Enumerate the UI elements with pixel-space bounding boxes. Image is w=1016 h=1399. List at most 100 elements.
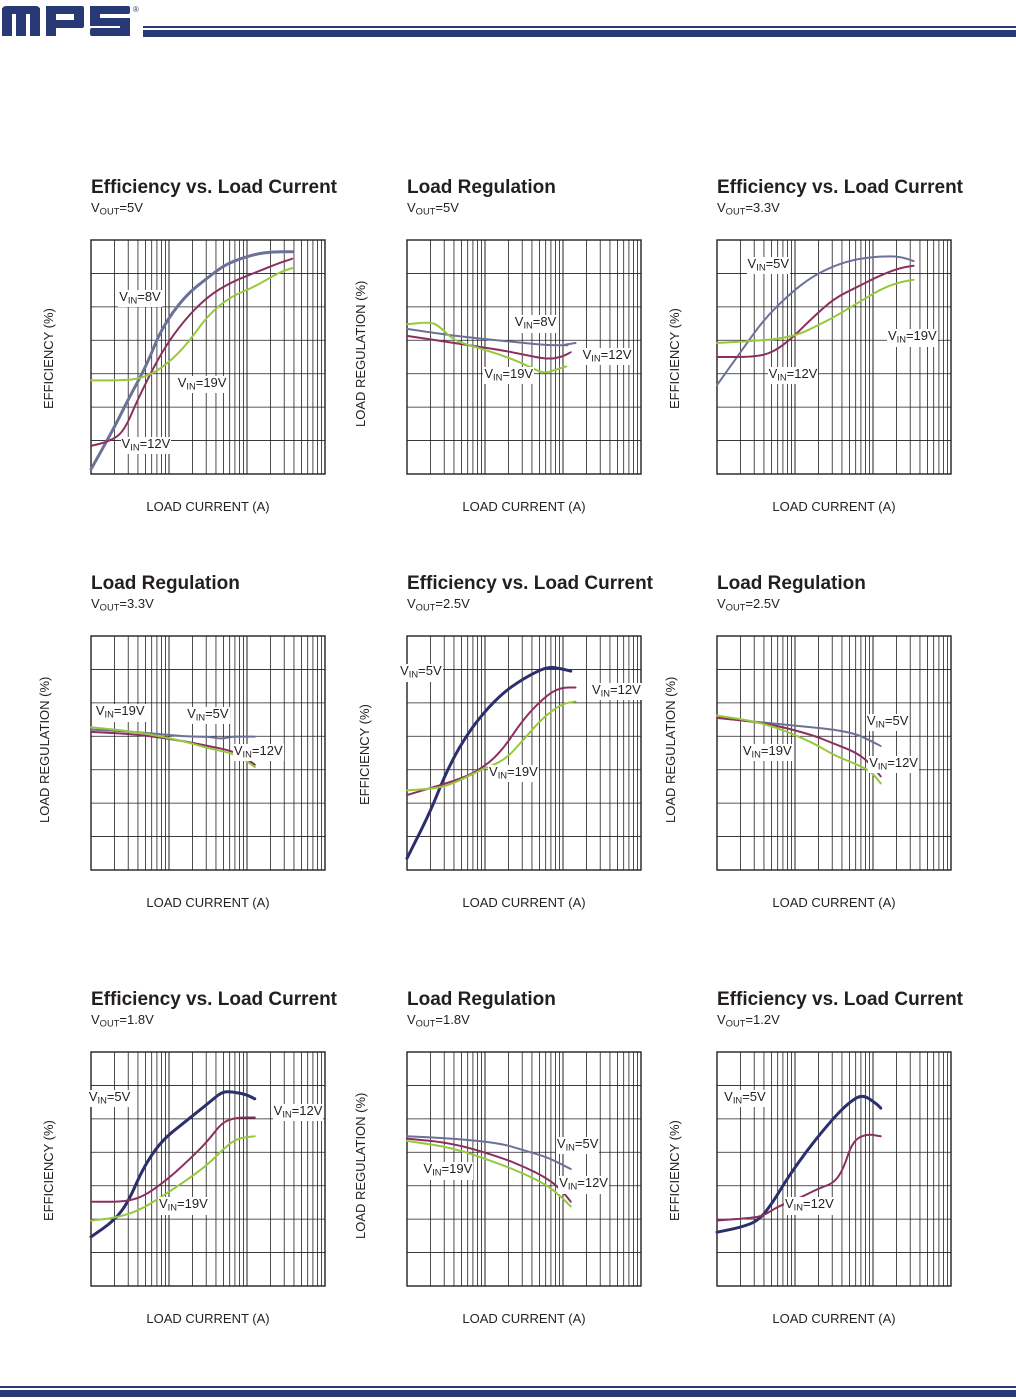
chart-panel-p5: Efficiency vs. Load Current VOUT=2.5V VIN=… — [357, 573, 727, 923]
x-axis-label: LOAD CURRENT (A) — [146, 1311, 270, 1326]
chart-panel-p6: Load Regulation VOUT=2.5V VIN=5V VIN=19V VIN… — [663, 573, 1016, 923]
curve-label: VIN=12V — [558, 1175, 609, 1194]
y-axis-label: LOAD REGULATION (%) — [353, 280, 368, 428]
plot-area — [716, 239, 952, 475]
curve-label: VIN=19V — [483, 365, 535, 385]
series-line-12V — [90, 257, 294, 447]
x-axis-label: LOAD CURRENT (A) — [462, 1311, 586, 1326]
curve-label: VIN=12V — [120, 435, 172, 455]
curve-label: VIN=19V — [176, 375, 228, 394]
x-axis-label: LOAD CURRENT (A) — [772, 1311, 896, 1326]
plot-frame — [90, 1051, 326, 1287]
chart-subtitle: VOUT=2.5V — [407, 596, 470, 613]
registered-mark: ® — [133, 5, 139, 14]
chart-panel-p9: Efficiency vs. Load Current VOUT=1.2V VIN=… — [667, 989, 1016, 1339]
series-line-12V — [406, 334, 572, 360]
chart-title: Efficiency vs. Load Current — [717, 989, 964, 1010]
chart-panel-p2: Load Regulation VOUT=5V VIN=8V VIN=12V VIN=1… — [353, 177, 727, 527]
chart-title: Efficiency vs. Load Current — [91, 989, 338, 1010]
chart-title: Load Regulation — [717, 573, 866, 594]
plot-frame — [406, 635, 642, 871]
curve-label: VIN=12V — [591, 682, 642, 701]
y-axis-label: LOAD REGULATION (%) — [663, 676, 678, 824]
curve-label: VIN=12V — [868, 754, 919, 774]
plot-area — [715, 1051, 952, 1287]
series-line-19V — [716, 278, 915, 344]
curve-label: VIN=12V — [232, 743, 284, 762]
chart-subtitle: VOUT=5V — [91, 200, 143, 217]
curve-label: VIN=12V — [767, 365, 819, 385]
plot-area — [90, 635, 326, 871]
y-axis-label: EFFICIENCY (%) — [357, 703, 372, 805]
y-axis-label: EFFICIENCY (%) — [41, 1119, 56, 1221]
y-axis-label: EFFICIENCY (%) — [667, 307, 682, 409]
chart-subtitle: VOUT=2.5V — [717, 596, 780, 613]
curve-label: VIN=5V — [87, 1088, 132, 1108]
x-axis-label: LOAD CURRENT (A) — [462, 499, 586, 514]
y-axis-label: EFFICIENCY (%) — [667, 1119, 682, 1221]
curve-label: VIN=8V — [513, 314, 558, 333]
x-axis-label: LOAD CURRENT (A) — [146, 499, 270, 514]
x-axis-label: LOAD CURRENT (A) — [772, 499, 896, 514]
y-axis-label: EFFICIENCY (%) — [41, 307, 56, 409]
curve-label: VIN=5V — [555, 1135, 600, 1154]
footer-rule — [0, 1390, 1016, 1397]
chart-subtitle: VOUT=1.8V — [407, 1012, 470, 1029]
plot-frame — [716, 635, 952, 871]
chart-panel-p8: Load Regulation VOUT=1.8V VIN=5V VIN=19V VIN… — [353, 989, 727, 1339]
plot-area — [89, 239, 326, 475]
plot-frame — [716, 1051, 952, 1287]
series-line-19V — [406, 321, 568, 374]
plot-frame — [406, 239, 642, 475]
chart-title: Load Regulation — [407, 989, 556, 1010]
curve-label: VIN=5V — [746, 255, 791, 275]
series-line-19V — [90, 726, 256, 768]
plot-area — [405, 635, 642, 871]
series-line-19V — [90, 267, 294, 382]
curve-label: VIN=12V — [272, 1102, 324, 1122]
y-axis-label: LOAD REGULATION (%) — [37, 676, 52, 824]
series-line-8V — [406, 327, 577, 347]
plot-area — [716, 635, 952, 871]
chart-title: Efficiency vs. Load Current — [717, 177, 964, 198]
curve-label: VIN=5V — [723, 1088, 767, 1108]
chart-subtitle: VOUT=3.3V — [717, 200, 780, 217]
plot-frame — [90, 635, 326, 871]
plot-frame — [90, 239, 326, 475]
curve-label: VIN=5V — [186, 705, 230, 724]
series-line-5V — [405, 665, 573, 860]
chart-title: Load Regulation — [91, 573, 240, 594]
header-rule-thin — [143, 26, 1016, 28]
chart-panel-p1: Efficiency vs. Load Current VOUT=5V VIN=8V… — [41, 177, 411, 527]
x-axis-label: LOAD CURRENT (A) — [146, 895, 270, 910]
series-line-5V_light — [716, 255, 915, 387]
y-axis-label: LOAD REGULATION (%) — [353, 1092, 368, 1240]
chart-panel-p3: Efficiency vs. Load Current VOUT=3.3V VIN=… — [667, 177, 1016, 527]
curve-label: VIN=12V — [784, 1196, 835, 1215]
series-line-5V_light — [406, 1135, 572, 1171]
curve-label: VIN=19V — [158, 1196, 209, 1215]
plot-frame — [406, 1051, 642, 1287]
series-line-12V — [716, 264, 915, 358]
x-axis-label: LOAD CURRENT (A) — [462, 895, 586, 910]
chart-title: Efficiency vs. Load Current — [407, 573, 654, 594]
series-line-12V — [406, 1137, 572, 1203]
chart-subtitle: VOUT=1.8V — [91, 1012, 154, 1029]
x-axis-label: LOAD CURRENT (A) — [772, 895, 896, 910]
series-line-19V — [716, 714, 882, 785]
series-line-8V — [89, 250, 294, 471]
chart-subtitle: VOUT=1.2V — [717, 1012, 780, 1029]
header-rule — [143, 30, 1016, 37]
series-line-5V — [715, 1094, 883, 1234]
curve-label: VIN=19V — [488, 764, 539, 783]
series-line-12V — [90, 1116, 256, 1203]
series-line-5V — [89, 1090, 257, 1239]
chart-subtitle: VOUT=3.3V — [91, 596, 154, 613]
chart-title: Efficiency vs. Load Current — [91, 177, 338, 198]
series-line-12V — [716, 1133, 882, 1222]
plot-area — [406, 239, 642, 475]
curve-label: VIN=5V — [865, 712, 910, 731]
chart-panel-p7: Efficiency vs. Load Current VOUT=1.8V VIN=… — [41, 989, 411, 1339]
footer-rule-thin — [0, 1386, 1016, 1388]
curve-label: VIN=19V — [741, 743, 793, 762]
